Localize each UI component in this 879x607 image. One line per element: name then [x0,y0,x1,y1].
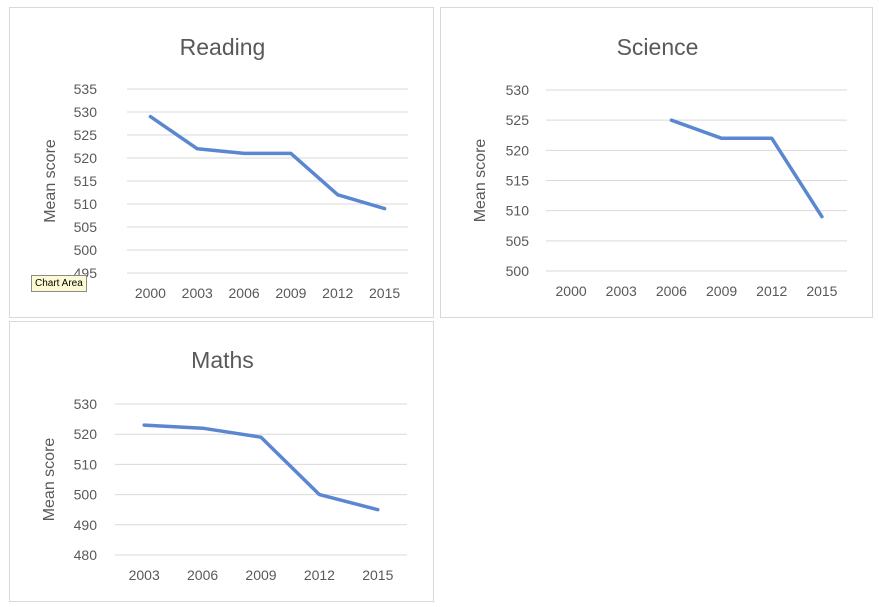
science-y-tick-label: 520 [506,142,530,158]
science-x-tick-label: 2006 [656,283,687,299]
science-y-tick-label: 505 [506,233,530,249]
reading-y-axis-label: Mean score [42,139,59,223]
reading-x-tick-label: 2000 [135,285,166,301]
reading-y-tick-label: 515 [74,173,98,189]
science-y-axis-label: Mean score [472,139,489,223]
reading-y-tick-label: 510 [74,196,98,212]
maths-x-tick-label: 2015 [362,567,393,583]
maths-chart-title: Maths [191,347,254,373]
maths-x-tick-label: 2012 [304,567,335,583]
maths-chart-svg: Maths Mean score 480 490 500 510 520 530 2003 200… [41,347,407,583]
maths-y-tick-label: 480 [74,547,98,563]
maths-y-tick-label: 520 [74,426,98,442]
reading-y-tick-label: 520 [74,150,98,166]
science-y-tick-label: 500 [506,263,530,279]
maths-x-tick-label: 2009 [245,567,276,583]
maths-x-tick-label: 2006 [187,567,218,583]
reading-x-tick-label: 2003 [182,285,213,301]
science-x-tick-label: 2003 [606,283,637,299]
reading-x-tick-label: 2015 [369,285,400,301]
science-chart[interactable]: Science Mean score 500 505 510 515 520 525 530 20… [440,7,873,318]
maths-y-tick-label: 530 [74,396,98,412]
science-y-tick-label: 510 [506,203,530,219]
reading-y-tick-label: 530 [74,104,98,120]
reading-series-line [148,114,387,211]
maths-y-tick-label: 510 [74,456,98,472]
chart-area-tooltip: Chart Area [31,275,87,292]
reading-y-tick-label: 525 [74,127,98,143]
science-chart-title: Science [617,34,699,60]
science-x-tick-label: 2009 [706,283,737,299]
reading-chart[interactable]: Reading Mean score 495 500 505 510 515 520 525 53… [9,7,434,318]
reading-x-tick-label: 2006 [229,285,260,301]
maths-y-axis-label: Mean score [41,438,58,522]
maths-series-line [142,423,380,512]
science-y-tick-label: 525 [506,112,530,128]
science-chart-svg: Science Mean score 500 505 510 515 520 525 530 20… [472,34,847,299]
maths-x-tick-label: 2003 [129,567,160,583]
maths-y-tick-label: 490 [74,517,98,533]
science-x-tick-label: 2015 [806,283,837,299]
science-y-tick-label: 515 [506,173,530,189]
reading-x-tick-label: 2009 [275,285,306,301]
reading-y-tick-label: 535 [74,81,98,97]
reading-y-tick-label: 500 [74,242,98,258]
science-x-tick-label: 2012 [756,283,787,299]
reading-chart-title: Reading [180,34,266,60]
science-y-tick-label: 530 [506,82,530,98]
maths-chart[interactable]: Maths Mean score 480 490 500 510 520 530 2003 200… [9,321,434,602]
reading-y-tick-label: 505 [74,219,98,235]
science-x-tick-label: 2000 [556,283,587,299]
maths-y-tick-label: 500 [74,487,98,503]
reading-x-tick-label: 2012 [322,285,353,301]
science-series-line [669,118,824,219]
